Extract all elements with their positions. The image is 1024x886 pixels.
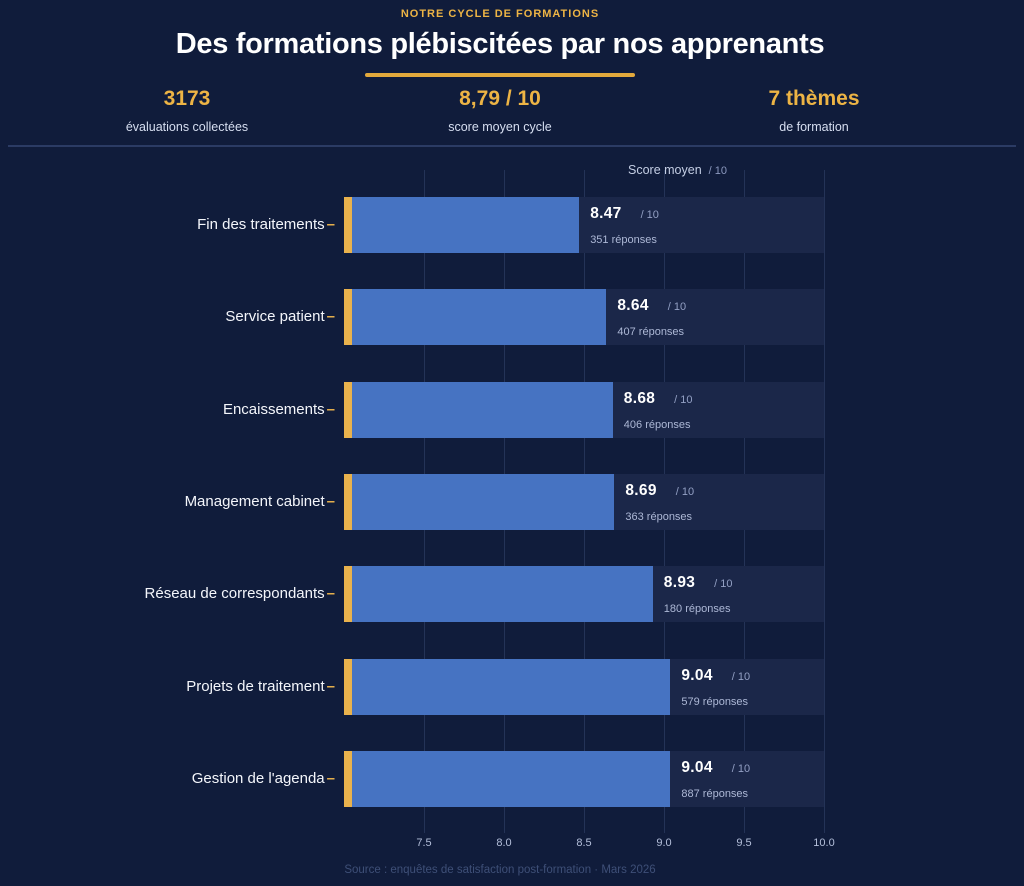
score-value: 8.64 / 10 — [617, 297, 686, 315]
x-gridline — [824, 170, 825, 833]
responses-count: 887 réponses — [681, 787, 749, 800]
category-tick-dash: – — [326, 400, 335, 418]
score-value-number: 8.47 — [590, 205, 622, 222]
category-label: Réseau de correspondants – — [40, 584, 335, 604]
bar-accent-strip — [344, 197, 352, 253]
responses-count: 351 réponses — [590, 234, 657, 246]
category-tick-dash: – — [326, 677, 335, 695]
score-value-number: 8.93 — [663, 574, 696, 592]
category-tick-dash: – — [326, 585, 335, 603]
source-footnote: Source : enquêtes de satisfaction post-f… — [344, 864, 656, 876]
stat-themes-value: 7 thèmes — [768, 87, 860, 110]
score-value-suffix: / 10 — [731, 670, 751, 683]
bar-accent-strip — [344, 658, 352, 715]
score-value-suffix: / 10 — [731, 762, 751, 775]
score-bar — [344, 473, 615, 530]
bar-accent-strip — [344, 381, 352, 438]
stat-themes-label: de formation — [779, 120, 849, 134]
score-value: 8.69 / 10 — [625, 482, 694, 500]
score-value-suffix: / 10 — [667, 301, 687, 314]
bar-accent-strip — [344, 289, 352, 346]
stat-evaluations-label: évaluations collectées — [125, 120, 249, 134]
responses-count: 363 réponses — [625, 510, 693, 523]
chart-axis-title-suffix: / 10 — [708, 165, 728, 177]
responses-count: 407 réponses — [617, 326, 685, 339]
score-value: 9.04 / 10 — [681, 667, 750, 685]
stat-themes: 7 thèmes de formation — [694, 86, 934, 134]
category-label-text: Fin des traitements — [197, 216, 325, 233]
score-bar — [344, 381, 613, 438]
bar-accent-strip — [344, 473, 352, 530]
score-value: 8.68 / 10 — [624, 390, 693, 408]
x-axis-tick-label: 7.5 — [416, 837, 432, 849]
category-label: Encaissements – — [40, 400, 335, 420]
category-label-text: Gestion de l'agenda — [191, 769, 325, 787]
category-label: Service patient – — [40, 307, 335, 327]
category-tick-dash: – — [326, 308, 335, 326]
category-label-text: Management cabinet — [184, 492, 325, 510]
score-value-suffix: / 10 — [675, 485, 695, 498]
score-value-number: 8.69 — [625, 481, 657, 499]
chart-axis-title: Score moyen / 10 — [628, 163, 727, 177]
stat-average-score-label: score moyen cycle — [448, 120, 552, 134]
eyebrow-kicker: NOTRE CYCLE DE FORMATIONS — [400, 8, 600, 20]
score-value-number: 9.04 — [681, 758, 713, 776]
stat-evaluations-value: 3173 — [163, 87, 211, 110]
score-bar — [344, 658, 671, 715]
category-label: Projets de traitement – — [40, 677, 335, 697]
score-value-number: 9.04 — [681, 666, 713, 684]
category-label-text: Projets de traitement — [186, 677, 325, 695]
category-label: Fin des traitements – — [40, 215, 335, 235]
category-label-text: Service patient — [225, 308, 325, 326]
score-bar — [344, 197, 580, 253]
stat-evaluations: 3173 évaluations collectées — [67, 86, 307, 134]
score-value-suffix: / 10 — [714, 578, 733, 591]
header-divider — [8, 145, 1016, 147]
score-value-number: 8.68 — [623, 389, 656, 407]
score-bar — [344, 750, 671, 807]
x-axis-tick-label: 9.0 — [656, 837, 672, 849]
bar-accent-strip — [344, 750, 352, 807]
score-bar — [344, 289, 607, 346]
bar-accent-strip — [344, 566, 352, 623]
score-value-number: 8.64 — [617, 297, 649, 315]
x-axis-tick-label: 9.5 — [736, 837, 752, 849]
responses-count: 579 réponses — [681, 695, 749, 708]
responses-count: 180 réponses — [663, 603, 731, 616]
score-value-suffix: / 10 — [640, 209, 659, 221]
category-tick-dash: – — [326, 492, 335, 510]
title-underline-accent — [365, 73, 635, 77]
category-label-text: Réseau de correspondants — [144, 585, 325, 603]
score-value: 8.93 / 10 — [664, 574, 733, 592]
category-label: Gestion de l'agenda – — [40, 769, 335, 789]
stat-average-score: 8,79 / 10 score moyen cycle — [380, 86, 620, 134]
category-tick-dash: – — [326, 216, 335, 233]
chart-axis-title-label: Score moyen — [628, 163, 702, 177]
stat-average-score-value: 8,79 / 10 — [459, 87, 541, 110]
score-bar — [344, 566, 653, 623]
x-axis-tick-label: 8.0 — [496, 837, 512, 849]
score-value-suffix: / 10 — [674, 393, 693, 406]
category-tick-dash: – — [326, 769, 335, 787]
page-title: Des formations plébiscitées par nos appr… — [175, 28, 825, 60]
x-axis-tick-label: 10.0 — [813, 837, 835, 849]
score-value: 8.47 / 10 — [590, 205, 659, 223]
responses-count: 406 réponses — [623, 418, 691, 431]
category-label: Management cabinet – — [40, 492, 335, 512]
x-axis-tick-label: 8.5 — [576, 837, 592, 849]
score-value: 9.04 / 10 — [681, 759, 750, 777]
category-label-text: Encaissements — [222, 400, 325, 418]
